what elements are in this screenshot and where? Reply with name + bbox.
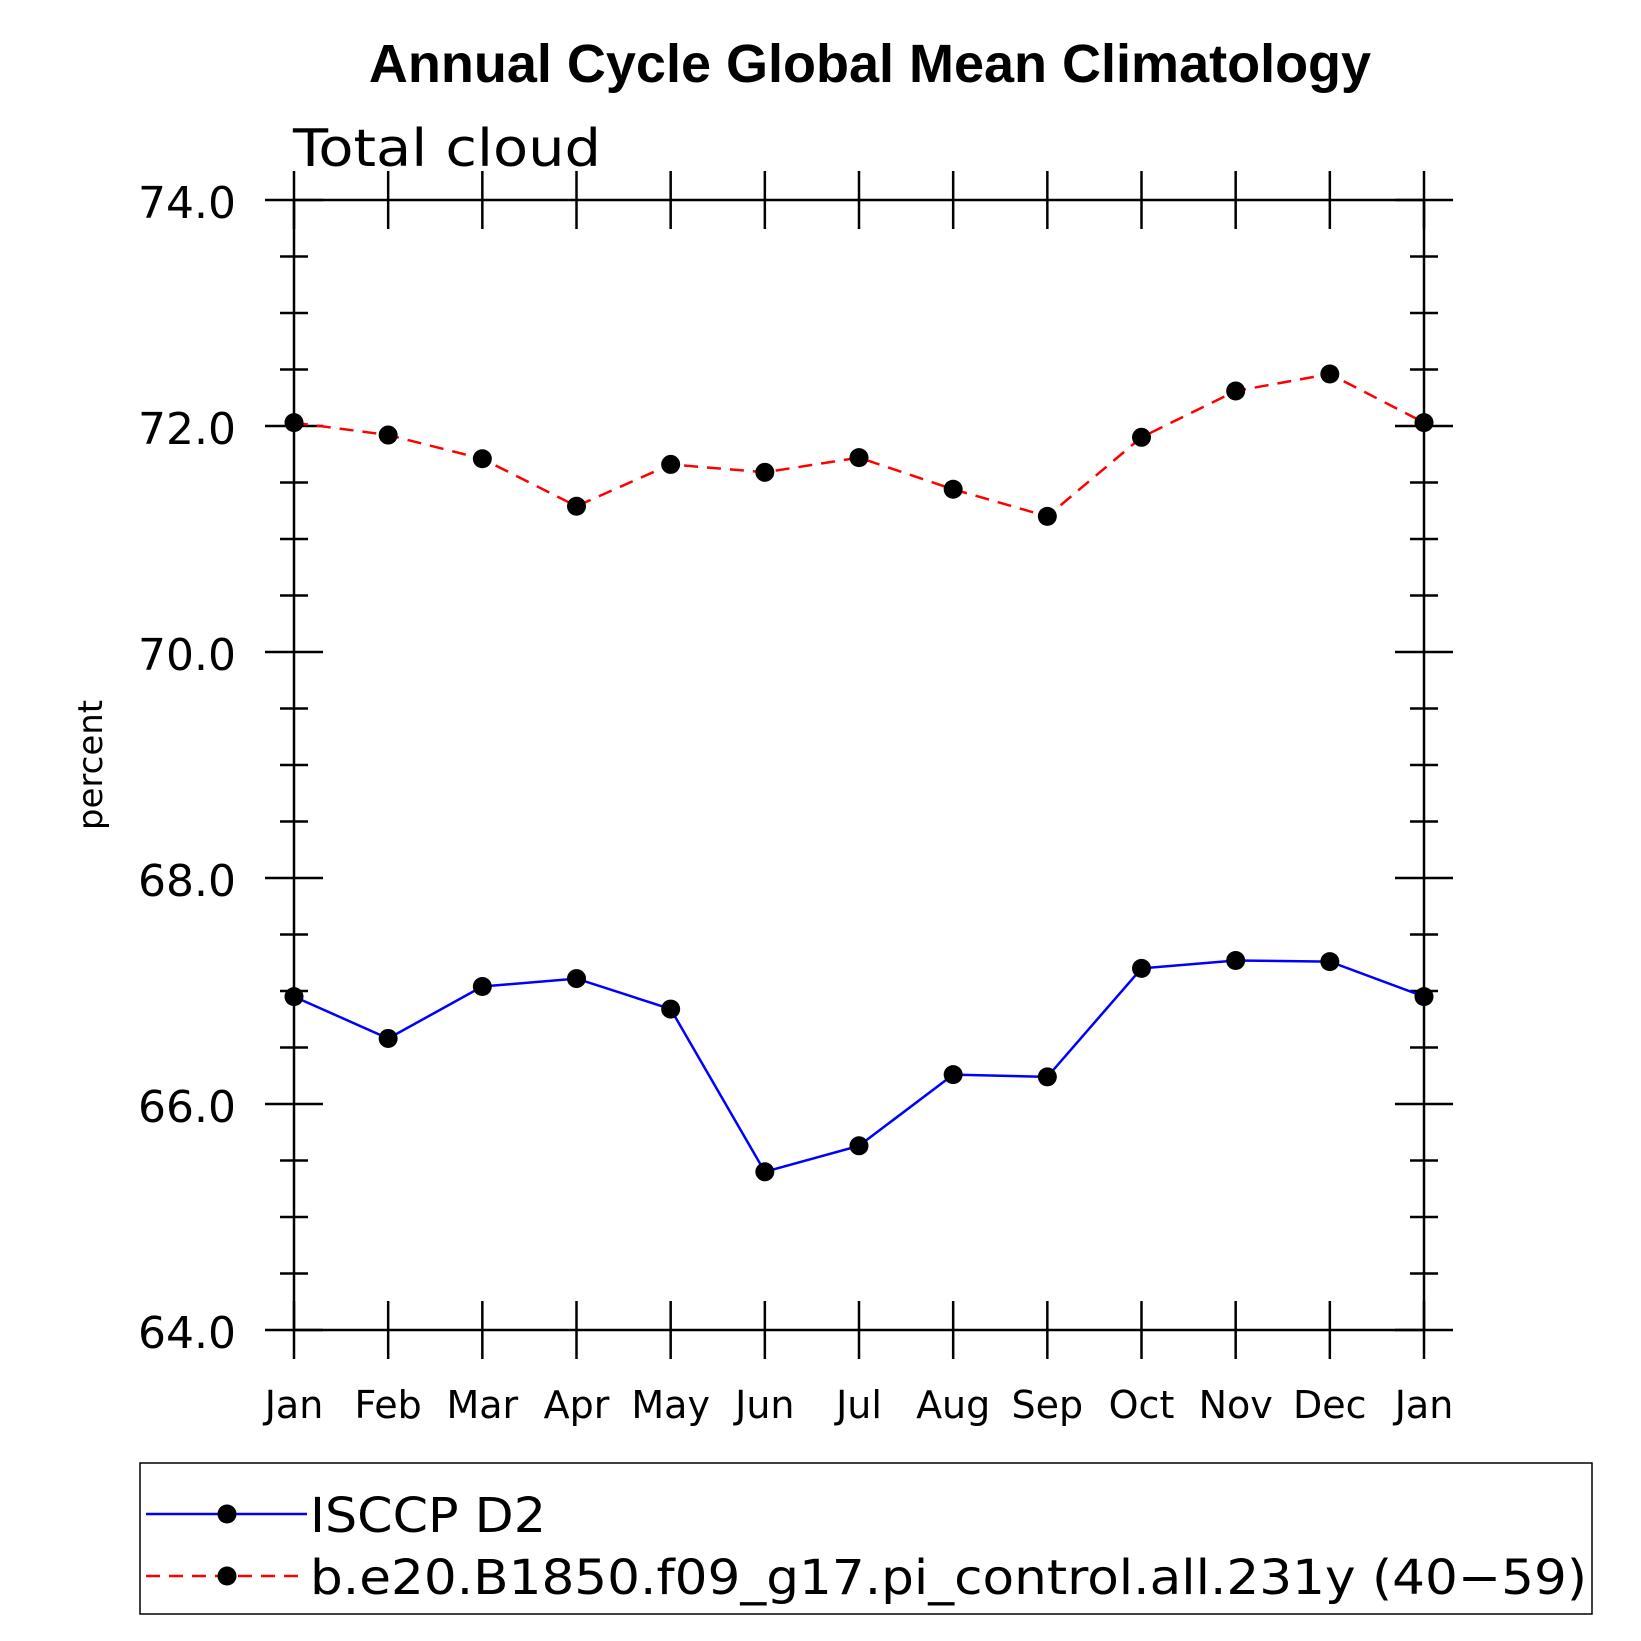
data-point	[849, 1136, 869, 1156]
x-tick-label: Sep	[1012, 1383, 1084, 1427]
series-line-1	[293, 372, 1425, 518]
legend-label-0: ISCCP D2	[310, 1488, 546, 1544]
y-axis-label: percent	[71, 700, 111, 830]
data-point	[567, 969, 586, 989]
data-point	[284, 987, 304, 1007]
x-tick-label: Jun	[733, 1383, 794, 1427]
data-point	[567, 496, 586, 516]
y-tick-label: 72.0	[138, 404, 236, 455]
data-point	[755, 1162, 775, 1182]
x-tick-label: Dec	[1293, 1383, 1367, 1427]
legend-swatch-marker-1	[217, 1566, 237, 1586]
data-point	[1037, 506, 1057, 526]
data-point	[755, 462, 775, 482]
x-tick-label: Oct	[1109, 1383, 1175, 1427]
data-point	[472, 976, 492, 996]
data-point	[943, 479, 963, 499]
x-tick-label: Aug	[916, 1383, 990, 1427]
data-point	[1414, 413, 1434, 433]
x-tick-label: Feb	[355, 1383, 422, 1427]
x-tick-label: Apr	[544, 1383, 610, 1427]
data-point	[378, 425, 398, 445]
data-point	[1226, 950, 1246, 970]
x-tick-label: Jul	[834, 1383, 882, 1427]
series-1	[284, 364, 1434, 526]
data-point	[1132, 958, 1151, 978]
series-0	[284, 950, 1434, 1182]
axes: 64.0 66.0 68.0 70.0 72.0 74.0 Jan Feb Mar Apr May J…	[138, 171, 1453, 1427]
x-tick-label: Nov	[1199, 1383, 1273, 1427]
data-point	[1037, 1067, 1057, 1087]
x-tick-label: Jan	[1393, 1383, 1454, 1427]
y-tick-label: 70.0	[138, 630, 236, 681]
data-point	[661, 454, 681, 474]
y-tick-label: 66.0	[138, 1082, 236, 1133]
data-point	[849, 448, 869, 468]
data-point	[472, 449, 492, 469]
legend: ISCCP D2 b.e20.B1850.f09_g17.pi_control.…	[139, 1462, 1593, 1615]
legend-box	[139, 1462, 1593, 1615]
data-point	[284, 413, 304, 433]
x-tick-label: Mar	[446, 1383, 518, 1427]
data-point	[943, 1065, 963, 1085]
data-point	[1320, 952, 1340, 972]
series-layer	[284, 364, 1434, 1182]
legend-label-1: b.e20.B1850.f09_g17.pi_control.all.231y …	[310, 1550, 1587, 1606]
x-tick-label: Jan	[263, 1383, 324, 1427]
y-tick-label: 74.0	[138, 178, 236, 229]
data-point	[378, 1028, 398, 1048]
y-tick-label: 64.0	[138, 1308, 236, 1359]
chart-title: Annual Cycle Global Mean Climatology	[369, 34, 1371, 94]
data-point	[1320, 364, 1340, 384]
y-tick-label: 68.0	[138, 856, 236, 907]
legend-swatch-marker-0	[217, 1504, 237, 1524]
x-tick-label: May	[631, 1383, 710, 1427]
data-point	[661, 999, 681, 1019]
data-point	[1414, 987, 1434, 1007]
data-point	[1226, 381, 1246, 401]
chart-subtitle: Total cloud	[292, 119, 601, 179]
plot-frame	[292, 198, 1426, 1332]
data-point	[1132, 427, 1151, 447]
